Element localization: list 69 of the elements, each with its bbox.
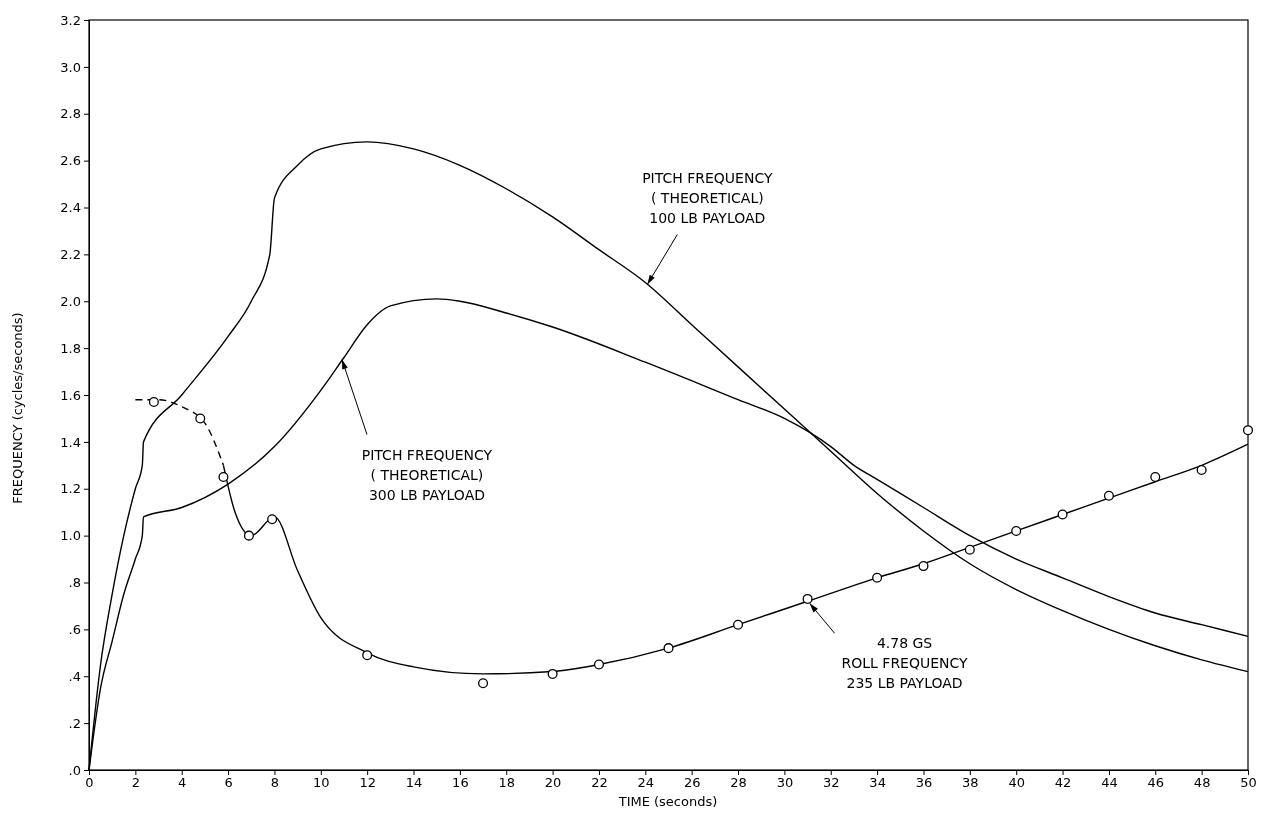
x-tick-label: 44 bbox=[1101, 775, 1118, 791]
x-tick-label: 24 bbox=[637, 775, 655, 791]
point bbox=[1011, 525, 1022, 536]
y-tick-label: .4 bbox=[68, 668, 81, 684]
x-tick-label: 36 bbox=[915, 775, 933, 791]
y-tick-label: 3.0 bbox=[60, 59, 81, 75]
x-tick-label: 8 bbox=[270, 775, 280, 791]
y-tick-label: 1.8 bbox=[60, 340, 81, 356]
y-tick-label: 1.4 bbox=[60, 434, 81, 450]
point bbox=[733, 619, 744, 630]
point bbox=[195, 413, 206, 424]
point bbox=[547, 668, 558, 679]
x-tick-label: 6 bbox=[224, 775, 233, 791]
y-tick-label: .0 bbox=[68, 762, 81, 778]
point bbox=[1150, 472, 1161, 483]
x-tick-label: 26 bbox=[683, 775, 701, 791]
x-tick-label: 16 bbox=[452, 775, 469, 791]
x-axis-title: TIME (seconds) bbox=[617, 794, 718, 809]
x-tick-label: 46 bbox=[1147, 775, 1165, 791]
x-tick-label: 20 bbox=[544, 775, 562, 791]
point bbox=[243, 530, 254, 541]
point bbox=[267, 514, 278, 525]
x-tick-label: 18 bbox=[498, 775, 516, 791]
y-tick-label: .2 bbox=[68, 715, 81, 731]
x-tick-label: 2 bbox=[131, 775, 140, 791]
annotation: 4.78 GS ROLL FREQUENCY 235 LB PAYLOAD bbox=[841, 635, 969, 692]
x-tick-label: 40 bbox=[1008, 775, 1025, 791]
x-tick-label: 30 bbox=[776, 775, 794, 791]
x-tick-label: 0 bbox=[85, 775, 94, 791]
y-tick-label: 2.0 bbox=[60, 293, 81, 309]
x-tick-label: 14 bbox=[405, 775, 423, 791]
y-axis-title: FREQUENCY (cycles/seconds) bbox=[10, 312, 25, 504]
y-tick-label: 2.4 bbox=[60, 200, 81, 216]
x-tick-label: 22 bbox=[591, 775, 608, 791]
point bbox=[593, 659, 604, 670]
y-tick-label: 3.2 bbox=[60, 12, 81, 28]
x-tick-label: 48 bbox=[1193, 775, 1211, 791]
y-tick-label: 1.6 bbox=[60, 387, 81, 403]
annotation: PITCH FREQUENCY ( THEORETICAL) 300 LB PAYLOAD bbox=[361, 446, 493, 503]
x-tick-label: 38 bbox=[962, 775, 979, 791]
point bbox=[478, 678, 489, 689]
y-tick-label: .8 bbox=[68, 575, 81, 591]
y-tick-label: 1.2 bbox=[60, 481, 81, 497]
x-tick-label: 42 bbox=[1054, 775, 1072, 791]
point bbox=[964, 544, 975, 555]
y-tick-label: .6 bbox=[68, 622, 81, 638]
point bbox=[1196, 464, 1207, 476]
point bbox=[1242, 425, 1254, 436]
x-tick-label: 10 bbox=[313, 775, 330, 791]
x-tick-label: 4 bbox=[178, 775, 187, 791]
point bbox=[802, 593, 813, 604]
y-tick-label: 2.2 bbox=[60, 247, 81, 263]
x-tick-label: 28 bbox=[730, 775, 747, 791]
x-tick-label: 12 bbox=[359, 775, 376, 791]
y-tick-label: 2.6 bbox=[60, 153, 81, 169]
point bbox=[1057, 509, 1068, 520]
x-tick-label: 50 bbox=[1240, 775, 1257, 791]
point bbox=[663, 643, 674, 654]
point bbox=[1103, 490, 1114, 501]
point bbox=[918, 561, 929, 572]
x-tick-label: 34 bbox=[869, 775, 886, 791]
x-tick-label: 32 bbox=[822, 775, 840, 791]
y-tick-label: 1.0 bbox=[60, 528, 81, 544]
y-tick-label: 2.8 bbox=[60, 106, 81, 122]
point bbox=[148, 397, 159, 408]
point bbox=[872, 572, 883, 583]
point bbox=[362, 650, 373, 661]
point bbox=[218, 472, 229, 483]
annotation: PITCH FREQUENCY ( THEORETICAL) 100 LB PAYLOAD bbox=[642, 169, 773, 226]
